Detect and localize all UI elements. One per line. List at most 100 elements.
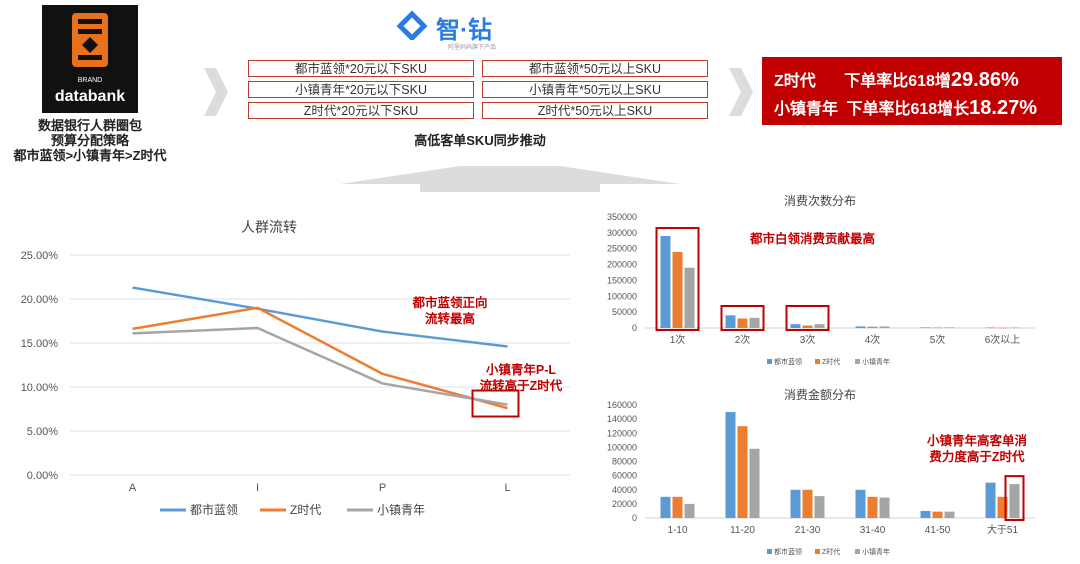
amount-bar-chart: 消费金额分布 0 20000 40000 60000 80000 100000 120000… — [607, 387, 1035, 556]
result-text: 下单率比618增长 — [846, 101, 970, 118]
x-tick-label: 31-40 — [860, 525, 886, 536]
legend-swatch — [815, 549, 820, 554]
legend-swatch — [855, 359, 860, 364]
bar — [802, 489, 813, 518]
sku-cell: 小镇青年*20元以下SKU — [248, 81, 474, 98]
caption-line: 都市蓝领>小镇青年>Z时代 — [13, 148, 167, 163]
amount-chart-title: 消费金额分布 — [784, 387, 856, 402]
x-tick-label: A — [129, 482, 137, 494]
diamond-icon — [396, 10, 428, 42]
y-tick-label: 15.00% — [21, 338, 59, 350]
bar — [867, 326, 878, 328]
y-tick-label: 0 — [632, 323, 637, 333]
zhizuan-tagline: 阿里妈妈旗下产品 — [448, 45, 497, 51]
y-tick-label: 0 — [632, 513, 637, 523]
y-tick-label: 5.00% — [27, 426, 58, 438]
count-chart-title: 消费次数分布 — [784, 193, 856, 208]
y-tick-label: 350000 — [607, 212, 637, 222]
highlight-box — [655, 227, 700, 331]
annotation-text: 流转高于Z时代 — [479, 379, 563, 393]
legend-label: Z时代 — [822, 357, 840, 366]
y-tick-label: 140000 — [607, 414, 637, 424]
y-tick-label: 200000 — [607, 260, 637, 270]
bar — [932, 511, 943, 518]
legend-label: Z时代 — [290, 503, 321, 517]
bar — [985, 327, 996, 329]
bar — [684, 503, 695, 518]
bar — [660, 496, 671, 518]
annotation-bar1: 都市白领消费贡献最高 — [750, 232, 876, 246]
y-tick-label: 20.00% — [21, 294, 59, 306]
annotation-line1: 都市蓝领正向 流转最高 — [395, 295, 505, 327]
y-tick-label: 300000 — [607, 228, 637, 238]
y-tick-label: 150000 — [607, 275, 637, 285]
zhizuan-name: 智·钻 — [436, 17, 492, 44]
left-caption: 数据银行人群圈包 预算分配策略 都市蓝领>小镇青年>Z时代 — [0, 118, 180, 163]
x-tick-label: 21-30 — [795, 525, 821, 536]
x-tick-label: P — [379, 482, 386, 494]
y-tick-label: 40000 — [612, 485, 637, 495]
x-tick-label: 2次 — [735, 333, 751, 346]
zhizuan-logo: 智·钻 阿里妈妈旗下产品 — [396, 10, 526, 55]
bar — [944, 327, 955, 328]
count-bar-chart: 消费次数分布 0 50000 100000 150000 200000 250000 300… — [607, 193, 1035, 366]
series-line — [132, 326, 508, 406]
bar — [920, 510, 931, 518]
bar — [725, 412, 736, 518]
y-tick-label: 100000 — [607, 291, 637, 301]
highlight-box — [720, 305, 765, 331]
y-tick-label: 250000 — [607, 244, 637, 254]
annotation-text: 流转最高 — [424, 312, 475, 326]
legend-label: Z时代 — [822, 547, 840, 556]
legend-label: 小镇青年 — [377, 503, 425, 517]
bar — [879, 326, 890, 328]
x-tick-label: I — [256, 482, 259, 494]
highlight-box — [785, 305, 830, 331]
center-caption: 高低客单SKU同步推动 — [414, 133, 546, 148]
y-tick-label: 20000 — [612, 499, 637, 509]
bar — [684, 267, 695, 328]
result-value: 29.86% — [950, 69, 1019, 91]
series-line — [132, 286, 508, 348]
legend-swatch — [855, 549, 860, 554]
databank-logo: BRAND databank — [42, 5, 138, 113]
x-tick-label: 4次 — [865, 333, 881, 346]
x-tick-label: L — [504, 482, 510, 494]
bar — [944, 511, 955, 518]
result-box: Z时代 下单率比618增29.86% 小镇青年 下单率比618增长18.27% — [762, 57, 1062, 125]
bar — [1009, 327, 1020, 329]
bar — [660, 236, 671, 328]
legend-label: 都市蓝领 — [774, 547, 802, 556]
bar — [867, 496, 878, 518]
bar — [997, 327, 1008, 329]
caption-line: 数据银行人群圈包 — [37, 118, 142, 133]
bar — [790, 489, 801, 518]
bar — [920, 327, 931, 328]
legend-swatch — [815, 359, 820, 364]
x-tick-label: 3次 — [800, 333, 816, 346]
result-value: 18.27% — [969, 97, 1038, 119]
annotation-text: 费力度高于Z时代 — [929, 450, 1025, 464]
result-label: 小镇青年 — [774, 101, 839, 118]
sku-cell: Z时代*50元以上SKU — [482, 102, 708, 119]
x-tick-label: 1次 — [670, 333, 686, 346]
x-tick-label: 41-50 — [925, 525, 951, 536]
x-tick-label: 5次 — [930, 333, 946, 346]
highlight-box — [1004, 475, 1025, 521]
annotation-line2: 小镇青年P-L 流转高于Z时代 — [466, 362, 576, 394]
x-tick-label: 大于51 — [987, 523, 1019, 536]
legend-label: 都市蓝领 — [190, 502, 238, 517]
bar — [790, 324, 801, 328]
up-arrow-icon — [340, 166, 680, 192]
right-arrow-icon — [204, 68, 228, 116]
legend-label: 小镇青年 — [862, 547, 890, 556]
bar — [814, 324, 825, 328]
y-tick-label: 50000 — [612, 307, 637, 317]
bar — [672, 251, 683, 328]
line-chart-title: 人群流转 — [241, 219, 297, 235]
bar — [1009, 484, 1020, 518]
bar — [855, 326, 866, 328]
legend-swatch — [767, 549, 772, 554]
result-label: Z时代 — [774, 73, 816, 90]
sku-cell: 都市蓝领*50元以上SKU — [482, 60, 708, 77]
